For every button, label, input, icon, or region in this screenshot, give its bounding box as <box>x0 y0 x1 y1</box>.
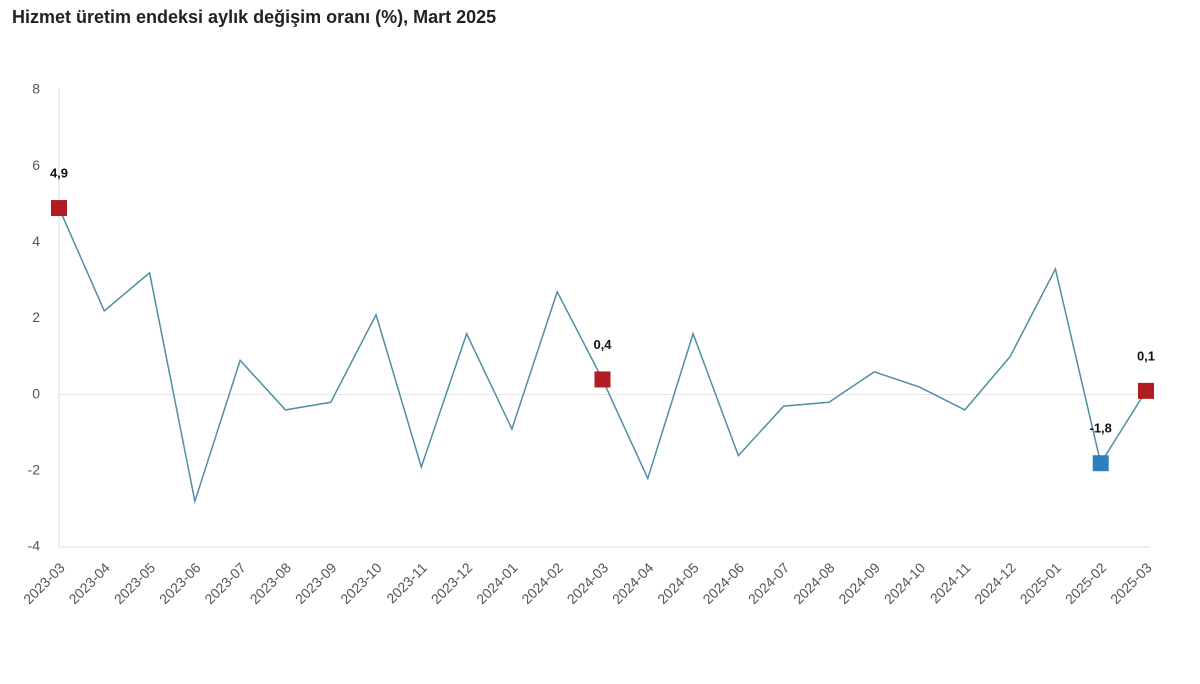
value-label: -1,8 <box>1090 421 1112 436</box>
y-tick-label: 2 <box>32 309 40 325</box>
marker <box>51 200 67 217</box>
marker <box>594 371 611 388</box>
value-label: 0,4 <box>593 337 612 352</box>
y-tick-label: 6 <box>32 157 40 173</box>
value-label: 0,1 <box>1137 348 1155 363</box>
y-tick-label: 8 <box>32 81 40 97</box>
y-tick-label: -4 <box>28 538 41 554</box>
chart-title: Hizmet üretim endeksi aylık değişim oran… <box>12 7 496 27</box>
marker <box>1138 382 1154 399</box>
marker <box>1092 455 1109 472</box>
y-tick-label: 4 <box>32 233 40 249</box>
value-label: 4,9 <box>50 165 68 180</box>
y-tick-label: 0 <box>32 385 40 401</box>
y-tick-label: -2 <box>28 462 41 478</box>
